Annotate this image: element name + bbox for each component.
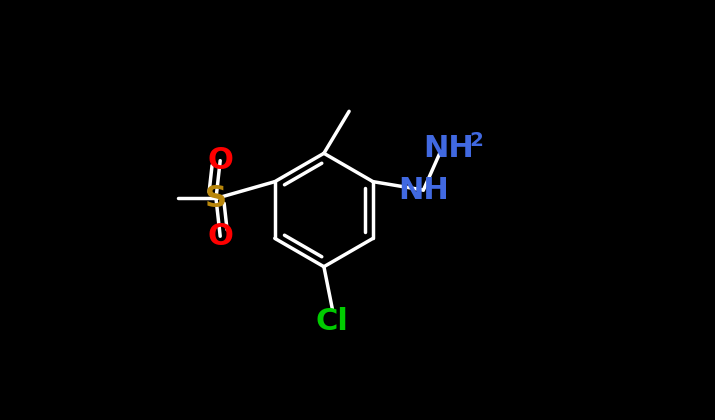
Text: NH: NH	[423, 134, 474, 163]
Text: NH: NH	[398, 176, 449, 205]
Text: Cl: Cl	[316, 307, 349, 336]
Text: O: O	[207, 146, 233, 175]
Text: O: O	[207, 222, 233, 251]
Text: S: S	[205, 184, 227, 213]
Text: 2: 2	[469, 131, 483, 150]
